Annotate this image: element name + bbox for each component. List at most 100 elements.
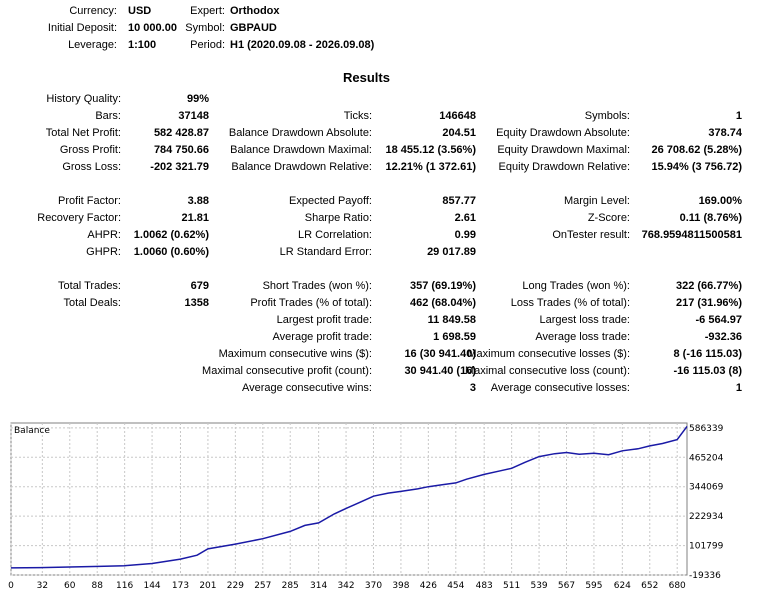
balance-series-line — [10, 425, 688, 569]
largest-loss-value: -6 564.97 — [695, 314, 742, 326]
total-deals-label: Total Deals: — [63, 297, 121, 309]
currency-label: Currency: — [69, 5, 117, 17]
short-trades-value: 357 (69.19%) — [409, 280, 476, 292]
total-trades-label: Total Trades: — [58, 280, 121, 292]
ghpr-value: 1.0060 (0.60%) — [133, 246, 209, 258]
leverage-label: Leverage: — [68, 39, 117, 51]
total-net-profit-label: Total Net Profit: — [45, 127, 121, 139]
gross-profit-label: Gross Profit: — [59, 144, 121, 156]
symbols-value: 1 — [735, 110, 742, 122]
x-tick-label: 285 — [282, 581, 299, 591]
equity-dd-abs-value: 378.74 — [708, 127, 742, 139]
gross-profit-value: 784 750.66 — [153, 144, 209, 156]
x-tick-label: 60 — [64, 581, 76, 591]
initial-deposit-label: Initial Deposit: — [47, 22, 117, 34]
largest-profit-value: 11 849.58 — [427, 314, 476, 326]
avg-consec-wins-value: 3 — [469, 382, 476, 394]
bars-value: 37148 — [178, 110, 209, 122]
x-tick-label: 342 — [337, 581, 354, 591]
profit-trades-value: 462 (68.04%) — [409, 297, 476, 309]
y-tick-label: 586339 — [689, 424, 724, 434]
y-tick-label: 101799 — [689, 542, 724, 552]
y-tick-label: 465204 — [689, 453, 724, 463]
balance-dd-rel-label: Balance Drawdown Relative: — [231, 161, 372, 173]
max-consec-wins-value: 16 (30 941.40) — [404, 348, 476, 360]
x-tick-label: 88 — [91, 581, 103, 591]
long-trades-label: Long Trades (won %): — [522, 280, 630, 292]
profit-factor-label: Profit Factor: — [58, 195, 121, 207]
x-tick-label: 0 — [8, 581, 14, 591]
period-value: H1 (2020.09.08 - 2026.09.08) — [230, 39, 375, 51]
expected-payoff-label: Expected Payoff: — [289, 195, 372, 207]
ghpr-label: GHPR: — [86, 246, 121, 258]
x-tick-label: 539 — [530, 581, 547, 591]
maximal-consec-profit-value: 30 941.40 (16) — [404, 365, 476, 377]
largest-loss-label: Largest loss trade: — [539, 314, 631, 326]
equity-dd-abs-label: Equity Drawdown Absolute: — [496, 127, 630, 139]
balance-dd-rel-value: 12.21% (1 372.61) — [385, 161, 476, 173]
x-tick-label: 680 — [669, 581, 686, 591]
x-tick-label: 314 — [310, 581, 327, 591]
balance-dd-abs-value: 204.51 — [442, 127, 476, 139]
total-deals-value: 1358 — [184, 297, 209, 309]
ontester-result-label: OnTester result: — [552, 229, 630, 241]
lr-correlation-label: LR Correlation: — [298, 229, 372, 241]
y-tick-label: -19336 — [689, 571, 721, 581]
avg-loss-value: -932.36 — [704, 331, 742, 343]
x-tick-label: 257 — [254, 581, 271, 591]
sharpe-ratio-label: Sharpe Ratio: — [304, 212, 372, 224]
x-tick-label: 370 — [365, 581, 382, 591]
maximal-consec-loss-value: -16 115.03 (8) — [673, 365, 743, 377]
ahpr-label: AHPR: — [87, 229, 121, 241]
avg-loss-label: Average loss trade: — [535, 331, 630, 343]
ticks-label: Ticks: — [343, 110, 372, 122]
results-title: Results — [343, 70, 390, 85]
short-trades-label: Short Trades (won %): — [262, 280, 372, 292]
loss-trades-value: 217 (31.96%) — [675, 297, 742, 309]
equity-dd-max-value: 26 708.62 (5.28%) — [651, 144, 742, 156]
equity-dd-rel-label: Equity Drawdown Relative: — [498, 161, 630, 173]
ontester-result-value: 768.9594811500581 — [641, 229, 742, 241]
leverage-value: 1:100 — [128, 39, 157, 51]
x-tick-label: 144 — [143, 581, 160, 591]
loss-trades-label: Loss Trades (% of total): — [510, 297, 630, 309]
equity-dd-max-label: Equity Drawdown Maximal: — [497, 144, 630, 156]
ticks-value: 146648 — [439, 110, 476, 122]
max-consec-losses-value: 8 (-16 115.03) — [673, 348, 743, 360]
balance-dd-max-label: Balance Drawdown Maximal: — [230, 144, 372, 156]
x-tick-label: 511 — [503, 581, 520, 591]
symbol-value: GBPAUD — [230, 22, 277, 34]
long-trades-value: 322 (66.77%) — [675, 280, 742, 292]
initial-deposit-value: 10 000.00 — [128, 22, 177, 34]
avg-profit-value: 1 698.59 — [433, 331, 476, 343]
total-net-profit-value: 582 428.87 — [153, 127, 209, 139]
total-trades-value: 679 — [190, 280, 209, 292]
x-tick-label: 624 — [614, 581, 631, 591]
expected-payoff-value: 857.77 — [442, 195, 476, 207]
x-tick-label: 398 — [392, 581, 409, 591]
profit-factor-value: 3.88 — [187, 195, 209, 207]
largest-profit-label: Largest profit trade: — [276, 314, 372, 326]
history-quality-value: 99% — [186, 93, 209, 105]
x-tick-label: 116 — [116, 581, 133, 591]
balance-chart-svg: 0 32 60 88 116 144 173 201 229 257 285 314 342 370 398… — [8, 422, 724, 591]
symbols-label: Symbols: — [584, 110, 630, 122]
period-label: Period: — [190, 39, 225, 51]
z-score-label: Z-Score: — [587, 212, 630, 224]
gross-loss-value: -202 321.79 — [150, 161, 209, 173]
x-tick-label: 595 — [585, 581, 602, 591]
x-tick-label: 426 — [420, 581, 437, 591]
avg-consec-losses-value: 1 — [735, 382, 742, 394]
expert-label: Expert: — [190, 5, 225, 17]
sharpe-ratio-value: 2.61 — [454, 212, 476, 224]
history-quality-label: History Quality: — [46, 93, 121, 105]
margin-level-value: 169.00% — [698, 195, 742, 207]
x-tick-label: 32 — [37, 581, 48, 591]
gross-loss-label: Gross Loss: — [62, 161, 121, 173]
balance-dd-abs-label: Balance Drawdown Absolute: — [228, 127, 372, 139]
margin-level-label: Margin Level: — [563, 195, 630, 207]
maximal-consec-profit-label: Maximal consecutive profit (count): — [202, 365, 372, 377]
x-tick-label: 201 — [199, 581, 216, 591]
ahpr-value: 1.0062 (0.62%) — [133, 229, 209, 241]
bars-label: Bars: — [95, 110, 121, 122]
